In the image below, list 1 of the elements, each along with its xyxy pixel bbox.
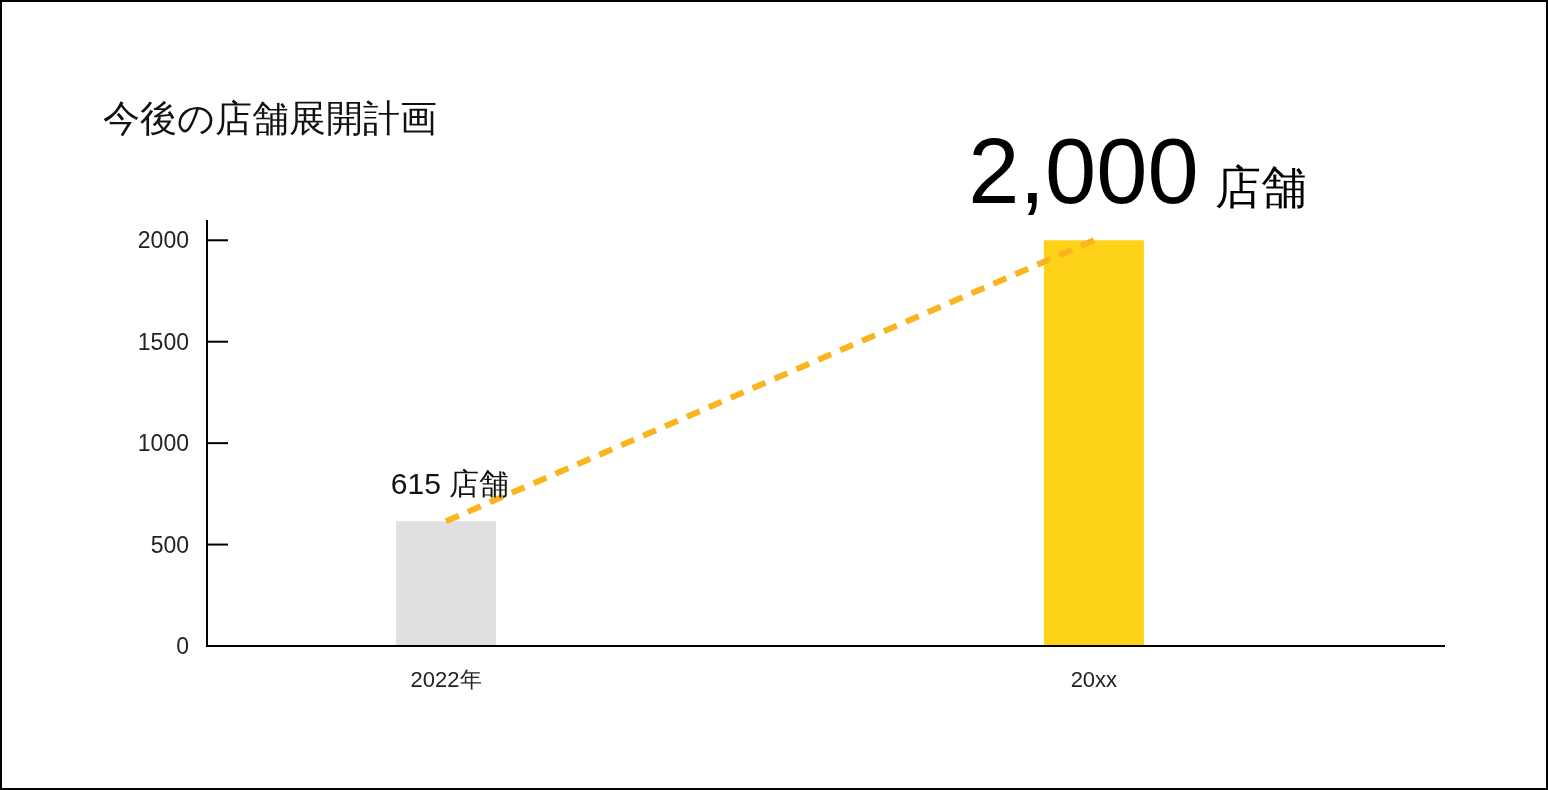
title: 今後の店舗展開計画: [103, 98, 437, 139]
